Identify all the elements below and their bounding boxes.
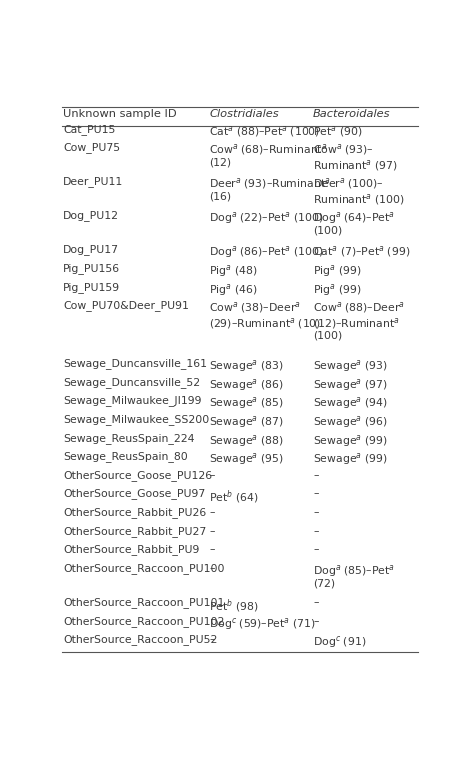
Text: –: – <box>313 507 318 517</box>
Text: Sewage$^a$ (83): Sewage$^a$ (83) <box>210 358 284 374</box>
Text: Pet$^b$ (98): Pet$^b$ (98) <box>210 597 259 615</box>
Text: Clostridiales: Clostridiales <box>210 109 279 119</box>
Text: Cow$^a$ (68)–Ruminant$^a$: Cow$^a$ (68)–Ruminant$^a$ <box>210 142 328 158</box>
Text: Pig$^a$ (46): Pig$^a$ (46) <box>210 282 258 298</box>
Text: –: – <box>313 470 318 480</box>
Text: –: – <box>210 470 215 480</box>
Text: Ruminant$^a$ (97): Ruminant$^a$ (97) <box>313 158 398 173</box>
Text: Sewage$^a$ (97): Sewage$^a$ (97) <box>313 376 388 393</box>
Text: Pet$^b$ (64): Pet$^b$ (64) <box>210 489 259 506</box>
Text: Sewage_Milwaukee_JI199: Sewage_Milwaukee_JI199 <box>63 395 202 406</box>
Text: Cat_PU15: Cat_PU15 <box>63 124 115 134</box>
Text: Dog_PU17: Dog_PU17 <box>63 244 119 255</box>
Text: OtherSource_Raccoon_PU101: OtherSource_Raccoon_PU101 <box>63 597 224 608</box>
Text: Pig_PU159: Pig_PU159 <box>63 282 120 293</box>
Text: Deer_PU11: Deer_PU11 <box>63 177 123 187</box>
Text: (16): (16) <box>210 192 232 201</box>
Text: Cow$^a$ (88)–Deer$^a$: Cow$^a$ (88)–Deer$^a$ <box>313 300 405 316</box>
Text: Pig_PU156: Pig_PU156 <box>63 263 120 274</box>
Text: Dog$^a$ (22)–Pet$^a$ (100): Dog$^a$ (22)–Pet$^a$ (100) <box>210 210 324 226</box>
Text: Sewage$^a$ (99): Sewage$^a$ (99) <box>313 433 388 448</box>
Text: (72): (72) <box>313 579 335 588</box>
Text: Sewage$^a$ (85): Sewage$^a$ (85) <box>210 395 284 412</box>
Text: Unknown sample ID: Unknown sample ID <box>63 109 177 119</box>
Text: Pig$^a$ (99): Pig$^a$ (99) <box>313 282 362 298</box>
Text: (100): (100) <box>313 226 342 236</box>
Text: –: – <box>313 526 318 536</box>
Text: Cow$^a$ (93)–: Cow$^a$ (93)– <box>313 142 374 158</box>
Text: OtherSource_Raccoon_PU100: OtherSource_Raccoon_PU100 <box>63 563 225 574</box>
Text: –: – <box>210 544 215 555</box>
Text: Cow_PU75: Cow_PU75 <box>63 142 120 153</box>
Text: Sewage$^a$ (87): Sewage$^a$ (87) <box>210 414 284 430</box>
Text: Dog$^c$ (59)–Pet$^a$ (71): Dog$^c$ (59)–Pet$^a$ (71) <box>210 615 316 632</box>
Text: Sewage_Duncansville_161: Sewage_Duncansville_161 <box>63 358 207 369</box>
Text: OtherSource_Rabbit_PU9: OtherSource_Rabbit_PU9 <box>63 544 199 555</box>
Text: Sewage_ReusSpain_224: Sewage_ReusSpain_224 <box>63 433 195 444</box>
Text: Sewage_Duncansville_52: Sewage_Duncansville_52 <box>63 376 200 387</box>
Text: –: – <box>210 526 215 536</box>
Text: Pig$^a$ (48): Pig$^a$ (48) <box>210 263 258 279</box>
Text: –: – <box>313 615 318 626</box>
Text: Deer$^a$ (93)–Ruminant$^a$: Deer$^a$ (93)–Ruminant$^a$ <box>210 177 331 191</box>
Text: OtherSource_Raccoon_PU102: OtherSource_Raccoon_PU102 <box>63 615 224 626</box>
Text: (29)–Ruminant$^a$ (10): (29)–Ruminant$^a$ (10) <box>210 316 322 330</box>
Text: –: – <box>210 634 215 644</box>
Text: Bacteroidales: Bacteroidales <box>313 109 391 119</box>
Text: OtherSource_Raccoon_PU52: OtherSource_Raccoon_PU52 <box>63 634 217 645</box>
Text: OtherSource_Rabbit_PU26: OtherSource_Rabbit_PU26 <box>63 507 206 518</box>
Text: Sewage$^a$ (94): Sewage$^a$ (94) <box>313 395 388 412</box>
Text: Sewage$^a$ (95): Sewage$^a$ (95) <box>210 451 284 467</box>
Text: Cow$^a$ (38)–Deer$^a$: Cow$^a$ (38)–Deer$^a$ <box>210 300 302 316</box>
Text: Sewage$^a$ (88): Sewage$^a$ (88) <box>210 433 284 448</box>
Text: Cow_PU70&Deer_PU91: Cow_PU70&Deer_PU91 <box>63 300 189 311</box>
Text: (12): (12) <box>210 158 232 168</box>
Text: Dog$^a$ (64)–Pet$^a$: Dog$^a$ (64)–Pet$^a$ <box>313 210 395 226</box>
Text: Sewage$^a$ (93): Sewage$^a$ (93) <box>313 358 388 374</box>
Text: Sewage_ReusSpain_80: Sewage_ReusSpain_80 <box>63 451 188 462</box>
Text: Dog$^a$ (86)–Pet$^a$ (100): Dog$^a$ (86)–Pet$^a$ (100) <box>210 244 324 260</box>
Text: –: – <box>313 544 318 555</box>
Text: Dog_PU12: Dog_PU12 <box>63 210 119 221</box>
Text: Pig$^a$ (99): Pig$^a$ (99) <box>313 263 362 279</box>
Text: Ruminant$^a$ (100): Ruminant$^a$ (100) <box>313 192 405 207</box>
Text: Dog$^a$ (85)–Pet$^a$: Dog$^a$ (85)–Pet$^a$ <box>313 563 395 579</box>
Text: (12)–Ruminant$^a$: (12)–Ruminant$^a$ <box>313 316 400 330</box>
Text: OtherSource_Goose_PU97: OtherSource_Goose_PU97 <box>63 489 205 499</box>
Text: Deer$^a$ (100)–: Deer$^a$ (100)– <box>313 177 384 191</box>
Text: Sewage$^a$ (86): Sewage$^a$ (86) <box>210 376 284 393</box>
Text: –: – <box>210 563 215 573</box>
Text: –: – <box>313 489 318 498</box>
Text: Sewage$^a$ (99): Sewage$^a$ (99) <box>313 451 388 467</box>
Text: Sewage$^a$ (96): Sewage$^a$ (96) <box>313 414 388 430</box>
Text: OtherSource_Goose_PU126: OtherSource_Goose_PU126 <box>63 470 212 481</box>
Text: –: – <box>313 597 318 607</box>
Text: –: – <box>210 507 215 517</box>
Text: OtherSource_Rabbit_PU27: OtherSource_Rabbit_PU27 <box>63 526 206 537</box>
Text: Cat$^a$ (7)–Pet$^a$ (99): Cat$^a$ (7)–Pet$^a$ (99) <box>313 244 410 259</box>
Text: Dog$^c$ (91): Dog$^c$ (91) <box>313 634 366 651</box>
Text: Sewage_Milwaukee_SS200: Sewage_Milwaukee_SS200 <box>63 414 209 425</box>
Text: Pet$^a$ (90): Pet$^a$ (90) <box>313 124 363 139</box>
Text: (100): (100) <box>313 331 342 341</box>
Text: Cat$^a$ (88)–Pet$^a$ (100): Cat$^a$ (88)–Pet$^a$ (100) <box>210 124 321 139</box>
